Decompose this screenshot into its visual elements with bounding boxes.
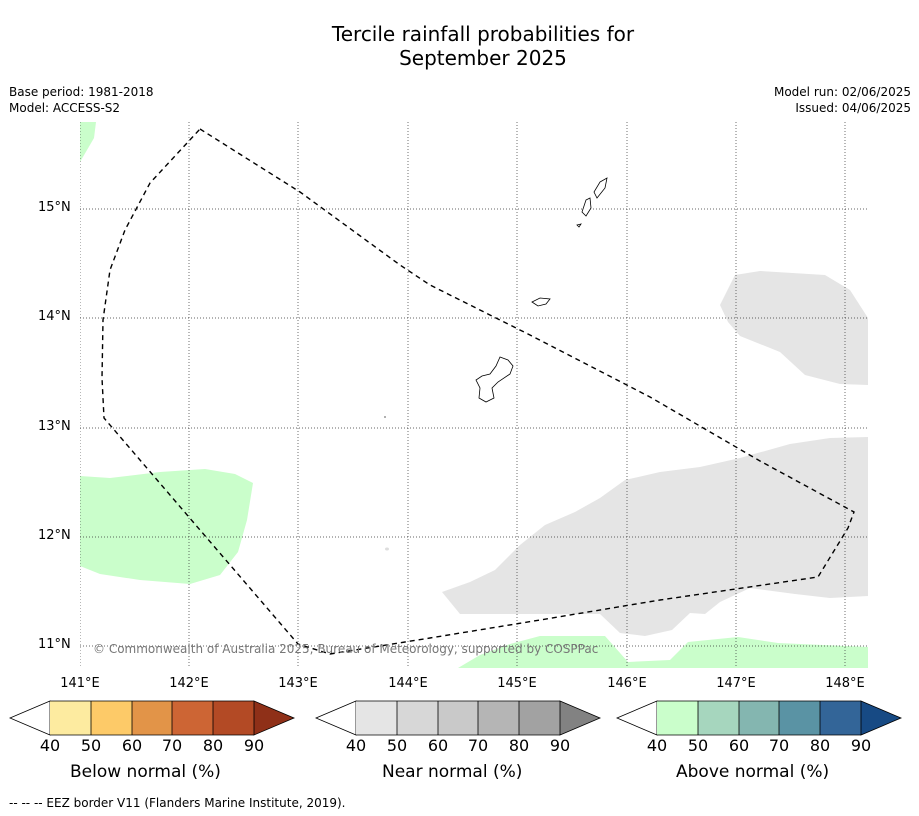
colorbar-near-normal — [315, 700, 602, 736]
copyright-notice: © Commonwealth of Australia 2025, Bureau… — [93, 642, 599, 656]
islet-2 — [384, 416, 386, 418]
near-swatch-80-90 — [519, 701, 560, 735]
island-tinian — [581, 197, 592, 217]
colorbar-below-normal — [9, 700, 296, 736]
map-area — [80, 122, 868, 668]
meta-left: Base period: 1981-2018 Model: ACCESS-S2 — [9, 84, 154, 116]
below-swatch-40-50 — [50, 701, 91, 735]
above-swatch-60-70 — [739, 701, 779, 735]
lat-label-15n: 15°N — [38, 200, 71, 215]
near-tick-80: 80 — [508, 736, 530, 755]
near-tick-70: 70 — [467, 736, 489, 755]
above-swatch-70-80 — [779, 701, 820, 735]
island-rota — [531, 297, 551, 307]
below-swatch-60-70 — [132, 701, 172, 735]
near-swatch-over — [559, 700, 602, 736]
above-tick-70: 70 — [768, 736, 790, 755]
base-period: Base period: 1981-2018 — [9, 85, 154, 99]
lon-label-148e: 148°E — [825, 676, 865, 691]
above-tick-80: 80 — [809, 736, 831, 755]
near-tick-40: 40 — [345, 736, 367, 755]
lon-label-146e: 146°E — [607, 676, 647, 691]
near-swatch-50-60 — [397, 701, 438, 735]
eez-footnote: -- -- -- EEZ border V11 (Flanders Marine… — [9, 796, 346, 810]
below-swatch-50-60 — [91, 701, 132, 735]
above-swatch-under — [616, 700, 658, 736]
below-tick-60: 60 — [121, 736, 143, 755]
lat-label-13n: 13°N — [38, 419, 71, 434]
eez-border — [101, 128, 855, 655]
above-tick-90: 90 — [850, 736, 872, 755]
above-normal-region-west — [80, 469, 253, 584]
near-swatch-60-70 — [438, 701, 478, 735]
above-tick-60: 60 — [728, 736, 750, 755]
below-normal-title: Below normal (%) — [70, 762, 221, 782]
lon-label-147e: 147°E — [716, 676, 756, 691]
model-run: Model run: 02/06/2025 — [773, 85, 911, 99]
below-tick-80: 80 — [202, 736, 224, 755]
above-tick-40: 40 — [646, 736, 668, 755]
below-tick-70: 70 — [161, 736, 183, 755]
below-swatch-over — [253, 700, 296, 736]
near-tick-60: 60 — [427, 736, 449, 755]
map-canvas — [80, 122, 868, 668]
lon-label-141e: 141°E — [60, 676, 100, 691]
title-line-1: Tercile rainfall probabilities for — [331, 22, 635, 46]
islands — [384, 177, 608, 551]
above-swatch-40-50 — [657, 701, 698, 735]
lon-label-145e: 145°E — [497, 676, 537, 691]
below-swatch-70-80 — [172, 701, 213, 735]
above-normal-title: Above normal (%) — [676, 762, 830, 782]
above-normal-region-nw — [80, 122, 96, 162]
lon-label-143e: 143°E — [278, 676, 318, 691]
above-swatch-50-60 — [698, 701, 739, 735]
near-tick-50: 50 — [386, 736, 408, 755]
gridlines — [80, 122, 868, 668]
lat-label-11n: 11°N — [38, 637, 71, 652]
map-title: Tercile rainfall probabilities for Septe… — [0, 22, 919, 70]
above-normal-region-south — [458, 636, 868, 668]
above-tick-50: 50 — [687, 736, 709, 755]
lon-label-142e: 142°E — [169, 676, 209, 691]
near-normal-region-ne — [720, 271, 868, 385]
island-guam — [475, 356, 514, 403]
near-normal-region-se — [442, 437, 868, 636]
near-normal-title: Near normal (%) — [382, 762, 523, 782]
colorbar-above-normal — [616, 700, 903, 736]
below-tick-40: 40 — [39, 736, 61, 755]
meta-right: Model run: 02/06/2025 Issued: 04/06/2025 — [774, 84, 911, 116]
lon-label-144e: 144°E — [388, 676, 428, 691]
lat-label-14n: 14°N — [38, 309, 71, 324]
near-swatch-70-80 — [478, 701, 519, 735]
above-swatch-80-90 — [820, 701, 861, 735]
island-aguijan — [576, 223, 582, 228]
below-tick-90: 90 — [243, 736, 265, 755]
above-swatch-over — [860, 700, 903, 736]
island-saipan — [593, 177, 608, 199]
lat-label-12n: 12°N — [38, 528, 71, 543]
issued-date: Issued: 04/06/2025 — [795, 101, 911, 115]
model-name: Model: ACCESS-S2 — [9, 101, 121, 115]
near-swatch-40-50 — [356, 701, 397, 735]
near-swatch-under — [315, 700, 357, 736]
title-line-2: September 2025 — [399, 46, 567, 70]
islet-1 — [385, 547, 389, 551]
below-tick-50: 50 — [80, 736, 102, 755]
near-tick-90: 90 — [549, 736, 571, 755]
below-swatch-80-90 — [213, 701, 254, 735]
below-swatch-under — [9, 700, 51, 736]
